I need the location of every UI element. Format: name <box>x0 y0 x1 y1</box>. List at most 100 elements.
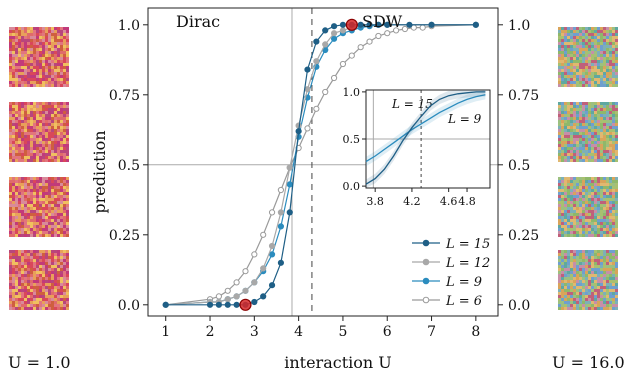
noise-pixel <box>60 216 63 219</box>
noise-pixel <box>594 180 597 183</box>
noise-pixel <box>564 72 567 75</box>
noise-pixel <box>12 78 15 81</box>
noise-pixel <box>21 225 24 228</box>
noise-pixel <box>36 105 39 108</box>
noise-pixel <box>579 177 582 180</box>
noise-pixel <box>9 289 12 292</box>
noise-pixel <box>54 201 57 204</box>
noise-pixel <box>15 108 18 111</box>
noise-pixel <box>18 271 21 274</box>
noise-pixel <box>582 192 585 195</box>
noise-pixel <box>33 177 36 180</box>
noise-pixel <box>30 207 33 210</box>
noise-pixel <box>48 132 51 135</box>
noise-pixel <box>603 204 606 207</box>
noise-pixel <box>57 129 60 132</box>
noise-pixel <box>18 213 21 216</box>
noise-pixel <box>15 271 18 274</box>
noise-pixel <box>579 186 582 189</box>
noise-pixel <box>54 177 57 180</box>
noise-pixel <box>573 189 576 192</box>
noise-pixel <box>39 114 42 117</box>
noise-pixel <box>9 201 12 204</box>
noise-pixel <box>600 138 603 141</box>
noise-pixel <box>60 204 63 207</box>
noise-pixel <box>567 153 570 156</box>
noise-pixel <box>576 144 579 147</box>
noise-pixel <box>36 265 39 268</box>
noise-pixel <box>600 298 603 301</box>
noise-pixel <box>606 207 609 210</box>
noise-pixel <box>39 250 42 253</box>
noise-pixel <box>51 141 54 144</box>
noise-pixel <box>564 108 567 111</box>
noise-pixel <box>561 108 564 111</box>
noise-pixel <box>30 132 33 135</box>
noise-pixel <box>42 42 45 45</box>
noise-pixel <box>39 30 42 33</box>
noise-pixel <box>567 256 570 259</box>
noise-pixel <box>582 54 585 57</box>
noise-pixel <box>606 45 609 48</box>
noise-pixel <box>606 265 609 268</box>
noise-pixel <box>600 301 603 304</box>
noise-pixel <box>579 250 582 253</box>
noise-pixel <box>39 123 42 126</box>
noise-pixel <box>9 222 12 225</box>
noise-pixel <box>54 231 57 234</box>
noise-pixel <box>57 216 60 219</box>
noise-pixel <box>567 283 570 286</box>
noise-pixel <box>57 132 60 135</box>
noise-pixel <box>603 114 606 117</box>
noise-pixel <box>9 135 12 138</box>
noise-pixel <box>603 271 606 274</box>
inset-y-tick-label: 1.0 <box>343 86 361 99</box>
y-tick-label-right: 1.0 <box>508 18 530 34</box>
noise-pixel <box>57 204 60 207</box>
noise-pixel <box>60 292 63 295</box>
noise-pixel <box>33 180 36 183</box>
noise-pixel <box>39 69 42 72</box>
noise-pixel <box>582 129 585 132</box>
noise-pixel <box>570 39 573 42</box>
noise-pixel <box>12 250 15 253</box>
noise-pixel <box>18 304 21 307</box>
noise-pixel <box>15 105 18 108</box>
noise-pixel <box>33 304 36 307</box>
noise-pixel <box>573 253 576 256</box>
noise-pixel <box>51 156 54 159</box>
noise-pixel <box>48 147 51 150</box>
noise-pixel <box>606 304 609 307</box>
noise-pixel <box>9 186 12 189</box>
noise-pixel <box>606 126 609 129</box>
noise-pixel <box>615 219 618 222</box>
noise-pixel <box>591 216 594 219</box>
noise-pixel <box>567 277 570 280</box>
noise-pixel <box>63 150 66 153</box>
noise-pixel <box>12 177 15 180</box>
noise-pixel <box>12 159 15 162</box>
noise-pixel <box>576 36 579 39</box>
noise-pixel <box>594 259 597 262</box>
noise-pixel <box>54 271 57 274</box>
noise-pixel <box>603 259 606 262</box>
noise-pixel <box>24 51 27 54</box>
noise-pixel <box>558 295 561 298</box>
noise-pixel <box>66 219 69 222</box>
noise-pixel <box>9 256 12 259</box>
noise-pixel <box>45 117 48 120</box>
noise-pixel <box>27 289 30 292</box>
noise-pixel <box>606 51 609 54</box>
noise-pixel <box>36 216 39 219</box>
noise-pixel <box>66 177 69 180</box>
noise-pixel <box>60 147 63 150</box>
noise-pixel <box>582 153 585 156</box>
noise-pixel <box>606 123 609 126</box>
noise-pixel <box>576 183 579 186</box>
noise-pixel <box>579 180 582 183</box>
noise-pixel <box>597 265 600 268</box>
noise-pixel <box>18 268 21 271</box>
noise-pixel <box>558 256 561 259</box>
noise-pixel <box>573 222 576 225</box>
main-plot-frame <box>147 7 499 317</box>
